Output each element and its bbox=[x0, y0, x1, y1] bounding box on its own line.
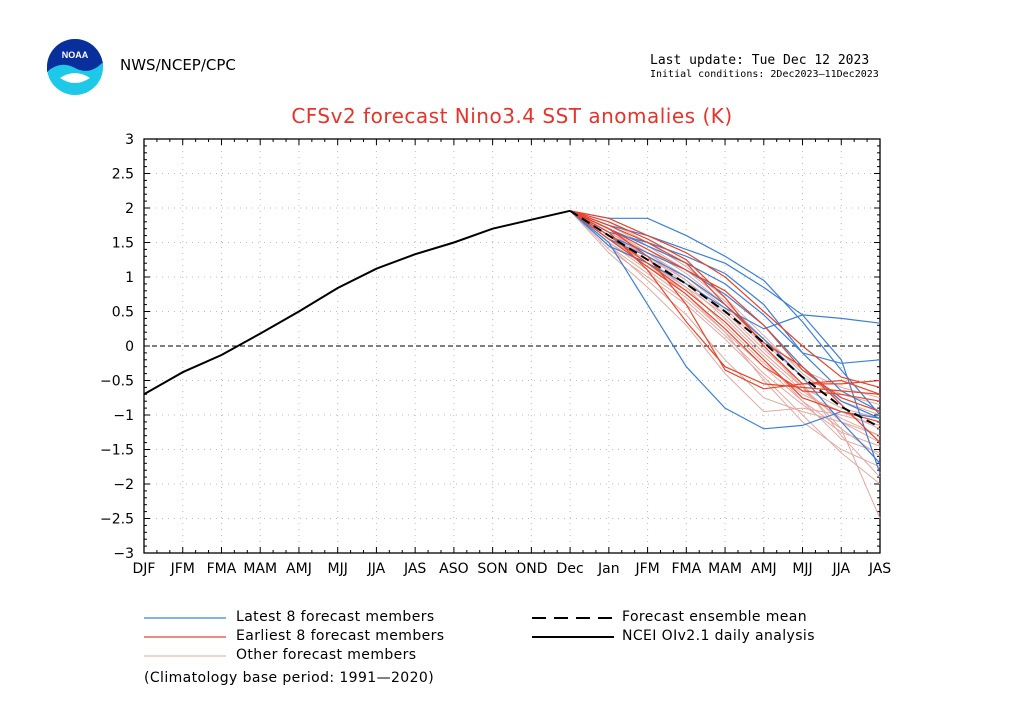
earliest-member-line-2 bbox=[569, 210, 881, 385]
y-tick-label: 2.5 bbox=[112, 167, 134, 183]
earliest-member-line-3 bbox=[569, 210, 881, 395]
x-tick-label: JFM bbox=[170, 561, 195, 577]
legend-earliest-label: Earliest 8 forecast members bbox=[236, 628, 445, 644]
other-member-line-9 bbox=[569, 210, 881, 426]
latest-member-line-2 bbox=[569, 210, 881, 474]
noaa-logo: NOAA bbox=[46, 38, 104, 100]
y-tick-label: 0 bbox=[125, 339, 134, 355]
earliest-member-line-8 bbox=[569, 210, 881, 402]
legend-analysis-label: NCEI OIv2.1 daily analysis bbox=[622, 628, 815, 644]
agency-label: NWS/NCEP/CPC bbox=[120, 56, 236, 74]
y-tick-label: −3 bbox=[113, 546, 134, 562]
noaa-logo-text: NOAA bbox=[62, 50, 89, 60]
x-tick-label: JJA bbox=[831, 561, 850, 577]
chart-title: CFSv2 forecast Nino3.4 SST anomalies (K) bbox=[291, 104, 733, 128]
earliest-member-line-7 bbox=[569, 210, 881, 413]
y-tick-label: −1 bbox=[113, 408, 134, 424]
x-tick-label: OND bbox=[515, 561, 547, 577]
climatology-note: (Climatology base period: 1991—2020) bbox=[144, 670, 435, 686]
x-tick-label: JAS bbox=[403, 561, 426, 577]
legend-mean-label: Forecast ensemble mean bbox=[622, 609, 808, 625]
initial-conditions-label: Initial conditions: 2Dec2023–11Dec2023 bbox=[650, 69, 879, 80]
x-tick-label: AMJ bbox=[286, 561, 312, 577]
ensemble-mean-line bbox=[569, 209, 881, 429]
x-tick-label: DJF bbox=[133, 561, 156, 577]
x-tick-label: MAM bbox=[243, 561, 277, 577]
earliest-member-line-1 bbox=[569, 210, 881, 395]
other-member-line-15 bbox=[569, 210, 881, 444]
latest-member-line-8 bbox=[569, 210, 881, 413]
latest-member-line-1 bbox=[569, 210, 881, 416]
x-tick-label: ASO bbox=[439, 561, 468, 577]
y-tick-label: −0.5 bbox=[100, 374, 134, 390]
x-tick-label: Dec bbox=[557, 561, 584, 577]
y-tick-label: −2 bbox=[113, 477, 134, 493]
x-tick-label: JJA bbox=[367, 561, 386, 577]
y-tick-label: 0.5 bbox=[112, 305, 134, 321]
earliest-member-line-4 bbox=[569, 210, 881, 444]
other-member-line-2 bbox=[569, 210, 881, 437]
x-tick-label: AMJ bbox=[751, 561, 777, 577]
y-tick-label: −1.5 bbox=[100, 443, 134, 459]
analysis-line bbox=[143, 209, 571, 396]
earliest-member-line-5 bbox=[569, 210, 881, 388]
x-tick-label: Jan bbox=[597, 561, 620, 577]
y-tick-label: −2.5 bbox=[100, 512, 134, 528]
x-tick-label: FMA bbox=[207, 561, 237, 577]
y-tick-label: 2 bbox=[125, 201, 134, 217]
x-tick-label: MAM bbox=[708, 561, 742, 577]
y-tick-label: 1 bbox=[125, 270, 134, 286]
x-tick-label: JAS bbox=[868, 561, 891, 577]
x-tick-label: MJJ bbox=[328, 561, 348, 577]
other-member-line-5 bbox=[569, 210, 881, 430]
x-tick-label: MJJ bbox=[792, 561, 812, 577]
x-tick-label: SON bbox=[477, 561, 507, 577]
y-tick-label: 1.5 bbox=[112, 236, 134, 252]
y-tick-label: 3 bbox=[125, 132, 134, 148]
legend-latest-label: Latest 8 forecast members bbox=[236, 609, 435, 625]
x-tick-label: JFM bbox=[634, 561, 659, 577]
last-update-label: Last update: Tue Dec 12 2023 bbox=[650, 53, 870, 68]
x-tick-label: FMA bbox=[671, 561, 701, 577]
latest-member-line-3 bbox=[569, 210, 881, 430]
other-member-line-16 bbox=[569, 210, 881, 447]
legend-other-label: Other forecast members bbox=[236, 647, 417, 663]
latest-member-line-4 bbox=[569, 210, 881, 330]
